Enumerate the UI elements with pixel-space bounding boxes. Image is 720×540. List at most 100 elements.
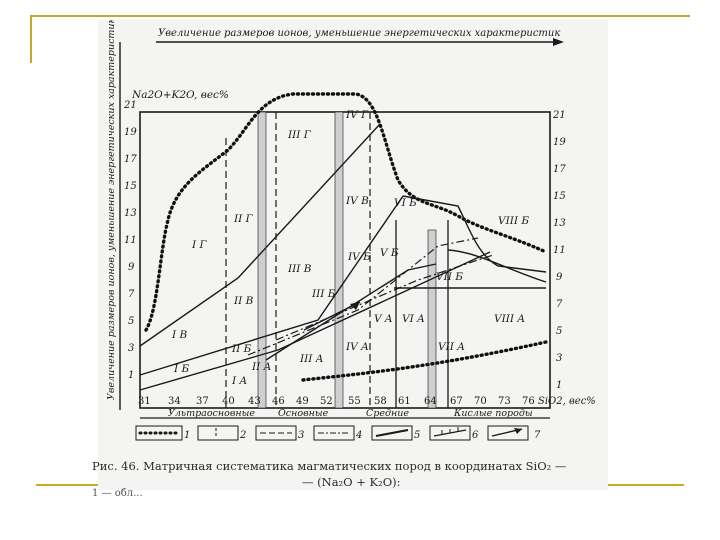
legend-5: 5: [414, 430, 420, 441]
field-label-ia: I A: [231, 375, 247, 387]
y-axis-title: Na2O+K2O, вес%: [131, 89, 229, 101]
rock-group-ultrabasic: Ультраосновные: [168, 408, 255, 419]
x-tick-46: 46: [272, 396, 285, 407]
field-lines: [139, 123, 547, 391]
arrow-right-icon: [553, 38, 564, 46]
y-tick-right-17: 17: [553, 164, 566, 175]
y-tick-left-13: 13: [124, 208, 137, 219]
y-tick-left-21: 21: [123, 100, 137, 111]
y-tick-right-7: 7: [556, 299, 563, 310]
field-label-iiib: III Б: [311, 288, 336, 300]
field-label-ib: I Б: [173, 363, 189, 375]
field-labels: I A I Б I В I Г II A II Б II В II Г III …: [171, 109, 529, 387]
legend-6: 6: [472, 430, 479, 441]
rock-group-basic: Основные: [278, 408, 329, 419]
field-label-iiiv: III В: [287, 263, 312, 275]
y-tick-right-13: 13: [553, 218, 566, 229]
slide-frame-top: [30, 15, 690, 17]
legend-4: 4: [355, 430, 362, 441]
rock-group-acid: Кислые породы: [453, 408, 533, 419]
arrowhead-icon: [350, 302, 360, 310]
field-label-viiia: VIII A: [494, 313, 525, 325]
y-tick-right-19: 19: [553, 137, 566, 148]
field-label-via: VI A: [402, 313, 425, 325]
y-tick-right-1: 1: [556, 380, 562, 391]
x-tick-67: 67: [450, 396, 463, 407]
field-label-iig: II Г: [233, 213, 254, 225]
field-label-iia: II A: [251, 361, 272, 373]
y-tick-left-17: 17: [124, 154, 137, 165]
left-axis-title: Увеличение размеров ионов, уменьшение эн…: [106, 20, 117, 400]
legend-7: 7: [534, 430, 541, 441]
field-label-iiv: II В: [233, 295, 254, 307]
top-axis-title: Увеличение размеров ионов, уменьшение эн…: [158, 28, 560, 39]
caption-line-1: Рис. 46. Матричная систематика магматиче…: [92, 459, 567, 473]
x-tick-55: 55: [348, 396, 361, 407]
legend: 1 2 3 4 5 6 7: [135, 425, 541, 441]
y-tick-right-21: 21: [552, 110, 566, 121]
field-label-iiia: III A: [299, 353, 324, 365]
y-ticks-left: 1 3 5 7 9 11 13 15 17 19 21: [123, 100, 137, 381]
field-label-viiib: VIII Б: [498, 215, 529, 227]
caption-tail: 1 — обл...: [92, 488, 143, 499]
x-tick-37: 37: [196, 396, 209, 407]
scanned-figure: [98, 20, 608, 490]
field-label-viia: VII A: [438, 341, 465, 353]
x-tick-73: 73: [498, 396, 511, 407]
rock-group-intermediate: Средние: [366, 408, 409, 419]
rock-groups: Ультраосновные Основные Средние Кислые п…: [168, 408, 533, 419]
x-tick-52: 52: [320, 396, 333, 407]
y-tick-left-15: 15: [124, 181, 137, 192]
hatched-band-2: [334, 111, 344, 409]
dashed-boundaries: [225, 112, 371, 408]
field-label-vb: V Б: [380, 247, 399, 259]
x-tick-58: 58: [374, 396, 387, 407]
arrow-line: [303, 301, 361, 331]
hatched-band-3: [427, 229, 437, 409]
y-tick-right-15: 15: [553, 191, 566, 202]
x-tick-76: 76: [522, 396, 535, 407]
x-tick-61: 61: [398, 396, 411, 407]
solid-boundaries: [395, 220, 449, 408]
x-tick-40: 40: [222, 396, 235, 407]
y-tick-left-19: 19: [124, 127, 137, 138]
y-tick-left-11: 11: [124, 235, 137, 246]
legend-3: 3: [298, 430, 304, 441]
plot-frame: [139, 111, 551, 409]
magmatic-rock-diagram: Увеличение размеров ионов, уменьшение эн…: [106, 20, 596, 441]
slide-frame-left: [30, 15, 32, 63]
y-ticks-right: 1 3 5 7 9 11 13 15 17 19 21: [552, 110, 566, 391]
x-tick-70: 70: [474, 396, 487, 407]
y-tick-right-3: 3: [556, 353, 562, 364]
field-label-ivg: IV Г: [345, 109, 369, 121]
field-label-ivv: IV В: [345, 195, 369, 207]
x-tick-49: 49: [296, 396, 309, 407]
field-label-viib: VII Б: [436, 271, 463, 283]
caption-line-2: — (Na₂O + K₂O):: [302, 475, 401, 489]
x-tick-31: 31: [138, 396, 151, 407]
figure-caption: Рис. 46. Матричная систематика магматиче…: [92, 458, 612, 490]
hatched-bands: [257, 111, 437, 409]
hatched-band-1: [257, 111, 267, 409]
x-tick-34: 34: [168, 396, 181, 407]
y-tick-left-1: 1: [128, 370, 134, 381]
y-tick-left-5: 5: [128, 316, 134, 327]
x-tick-64: 64: [424, 396, 437, 407]
field-label-va: V A: [374, 313, 393, 325]
y-tick-left-9: 9: [128, 262, 135, 273]
legend-1: 1: [184, 430, 190, 441]
field-label-iiig: III Г: [287, 129, 312, 141]
legend-2: 2: [239, 430, 246, 441]
field-label-ivb: IV Б: [347, 251, 371, 263]
field-label-iva: IV A: [345, 341, 369, 353]
field-label-vib: VI Б: [394, 197, 417, 209]
y-tick-right-9: 9: [556, 272, 563, 283]
field-label-iib: II Б: [231, 343, 252, 355]
y-tick-left-3: 3: [128, 343, 134, 354]
x-tick-43: 43: [248, 396, 261, 407]
dotted-lower-curve: [301, 340, 548, 382]
y-tick-left-7: 7: [128, 289, 135, 300]
y-tick-right-11: 11: [553, 245, 566, 256]
field-label-iv: I В: [171, 329, 187, 341]
x-axis-title: SiO2, вес%: [538, 396, 596, 407]
